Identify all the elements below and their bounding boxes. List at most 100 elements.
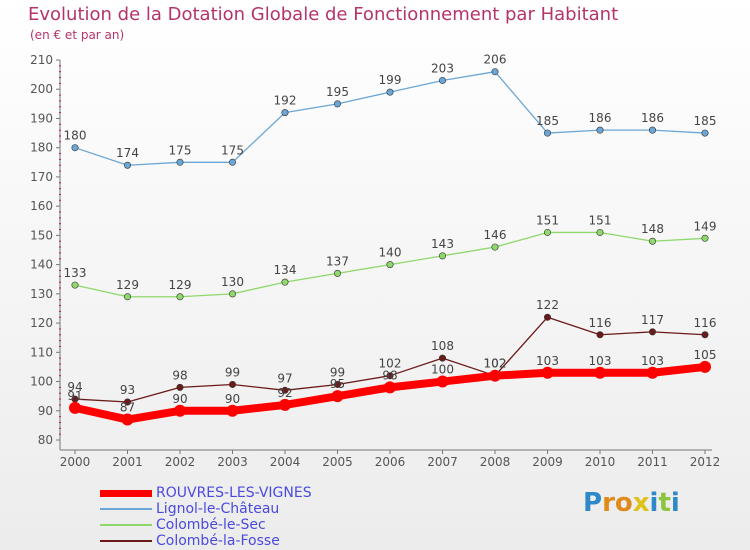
- data-label: 195: [326, 85, 349, 99]
- data-label: 122: [536, 298, 559, 312]
- data-point: [594, 366, 606, 379]
- data-point: [174, 404, 186, 417]
- data-label: 116: [694, 316, 717, 330]
- data-point: [124, 293, 132, 301]
- data-label: 130: [221, 275, 244, 289]
- data-label: 149: [694, 219, 717, 233]
- data-label: 99: [330, 365, 345, 379]
- y-tick-label: 210: [30, 53, 53, 67]
- data-label: 148: [641, 222, 664, 236]
- data-label: 100: [431, 363, 454, 377]
- data-label: 175: [221, 143, 244, 157]
- data-label: 151: [536, 213, 559, 227]
- data-point: [541, 366, 554, 379]
- data-label: 116: [589, 316, 612, 330]
- data-label: 134: [274, 263, 297, 277]
- y-tick-label: 200: [30, 82, 53, 96]
- y-tick-label: 120: [30, 316, 53, 330]
- data-label: 140: [379, 246, 402, 260]
- data-point: [386, 372, 394, 380]
- data-point: [491, 68, 499, 76]
- data-point: [281, 278, 289, 286]
- data-point: [701, 129, 709, 137]
- data-point: [491, 243, 499, 251]
- y-tick-label: 150: [30, 228, 53, 242]
- data-label: 186: [641, 111, 664, 125]
- data-point: [281, 109, 289, 117]
- legend-swatch: [100, 489, 152, 497]
- data-point: [229, 380, 237, 388]
- data-label: 97: [277, 371, 292, 385]
- legend-item: ROUVRES-LES-VIGNES: [100, 485, 312, 501]
- data-label: 199: [379, 73, 402, 87]
- y-tick-label: 130: [30, 287, 53, 301]
- y-tick-label: 170: [30, 170, 53, 184]
- y-tick-label: 190: [30, 111, 53, 125]
- data-label: 185: [694, 114, 717, 128]
- y-tick-label: 90: [38, 404, 53, 418]
- legend-swatch: [100, 524, 152, 526]
- legend-label: ROUVRES-LES-VIGNES: [156, 485, 312, 501]
- y-tick-label: 100: [30, 375, 53, 389]
- data-label: 175: [169, 143, 192, 157]
- data-label: 90: [225, 392, 240, 406]
- x-tick-label: 2003: [217, 455, 248, 469]
- data-point: [438, 354, 446, 362]
- data-point: [176, 158, 184, 166]
- data-label: 103: [536, 354, 559, 368]
- data-label: 117: [641, 313, 664, 327]
- logo-letter: P: [583, 488, 603, 518]
- x-tick-label: 2010: [585, 455, 616, 469]
- data-label: 93: [120, 383, 135, 397]
- data-point: [386, 261, 394, 269]
- data-label: 92: [277, 386, 292, 400]
- data-label: 103: [589, 354, 612, 368]
- data-point: [279, 398, 291, 411]
- legend-swatch: [100, 540, 152, 542]
- data-point: [386, 88, 394, 96]
- data-point: [438, 252, 446, 260]
- data-label: 206: [484, 53, 507, 67]
- data-label: 99: [225, 365, 240, 379]
- data-point: [648, 328, 656, 336]
- data-label: 151: [589, 213, 612, 227]
- data-point: [333, 269, 341, 277]
- data-point: [436, 375, 449, 388]
- data-label: 98: [382, 368, 397, 382]
- x-tick-label: 2007: [427, 455, 458, 469]
- data-label: 90: [172, 392, 187, 406]
- data-point: [281, 386, 289, 394]
- legend: ROUVRES-LES-VIGNES Lignol-le-Château Colom…: [100, 485, 312, 549]
- x-tick-label: 2009: [532, 455, 563, 469]
- data-label: 174: [116, 146, 139, 160]
- data-label: 94: [67, 380, 82, 394]
- data-point: [229, 290, 237, 298]
- chart-title: Evolution de la Dotation Globale de Fonc…: [28, 4, 619, 25]
- data-point: [646, 366, 659, 379]
- legend-label: Colombé-le-Sec: [156, 517, 266, 533]
- logo-letter: t: [658, 488, 671, 518]
- data-point: [648, 126, 656, 134]
- proxiti-logo: Proxiti: [583, 488, 680, 518]
- legend-item: Colombé-le-Sec: [100, 517, 312, 533]
- x-tick-label: 2001: [112, 455, 143, 469]
- data-point: [176, 383, 184, 391]
- x-tick-label: 2000: [60, 455, 91, 469]
- chart-subtitle: (en € et par an): [30, 28, 125, 42]
- data-label: 91: [67, 389, 82, 403]
- x-tick-label: 2005: [322, 455, 353, 469]
- y-tick-label: 140: [30, 258, 53, 272]
- data-point: [543, 129, 551, 137]
- data-point: [648, 237, 656, 245]
- y-tick-label: 160: [30, 199, 53, 213]
- data-label: 108: [431, 339, 454, 353]
- data-label: 186: [589, 111, 612, 125]
- data-point: [701, 234, 709, 242]
- legend-item: Lignol-le-Château: [100, 501, 312, 517]
- data-label: 133: [64, 266, 87, 280]
- x-tick-label: 2008: [480, 455, 511, 469]
- data-point: [121, 413, 134, 426]
- data-label: 98: [172, 368, 187, 382]
